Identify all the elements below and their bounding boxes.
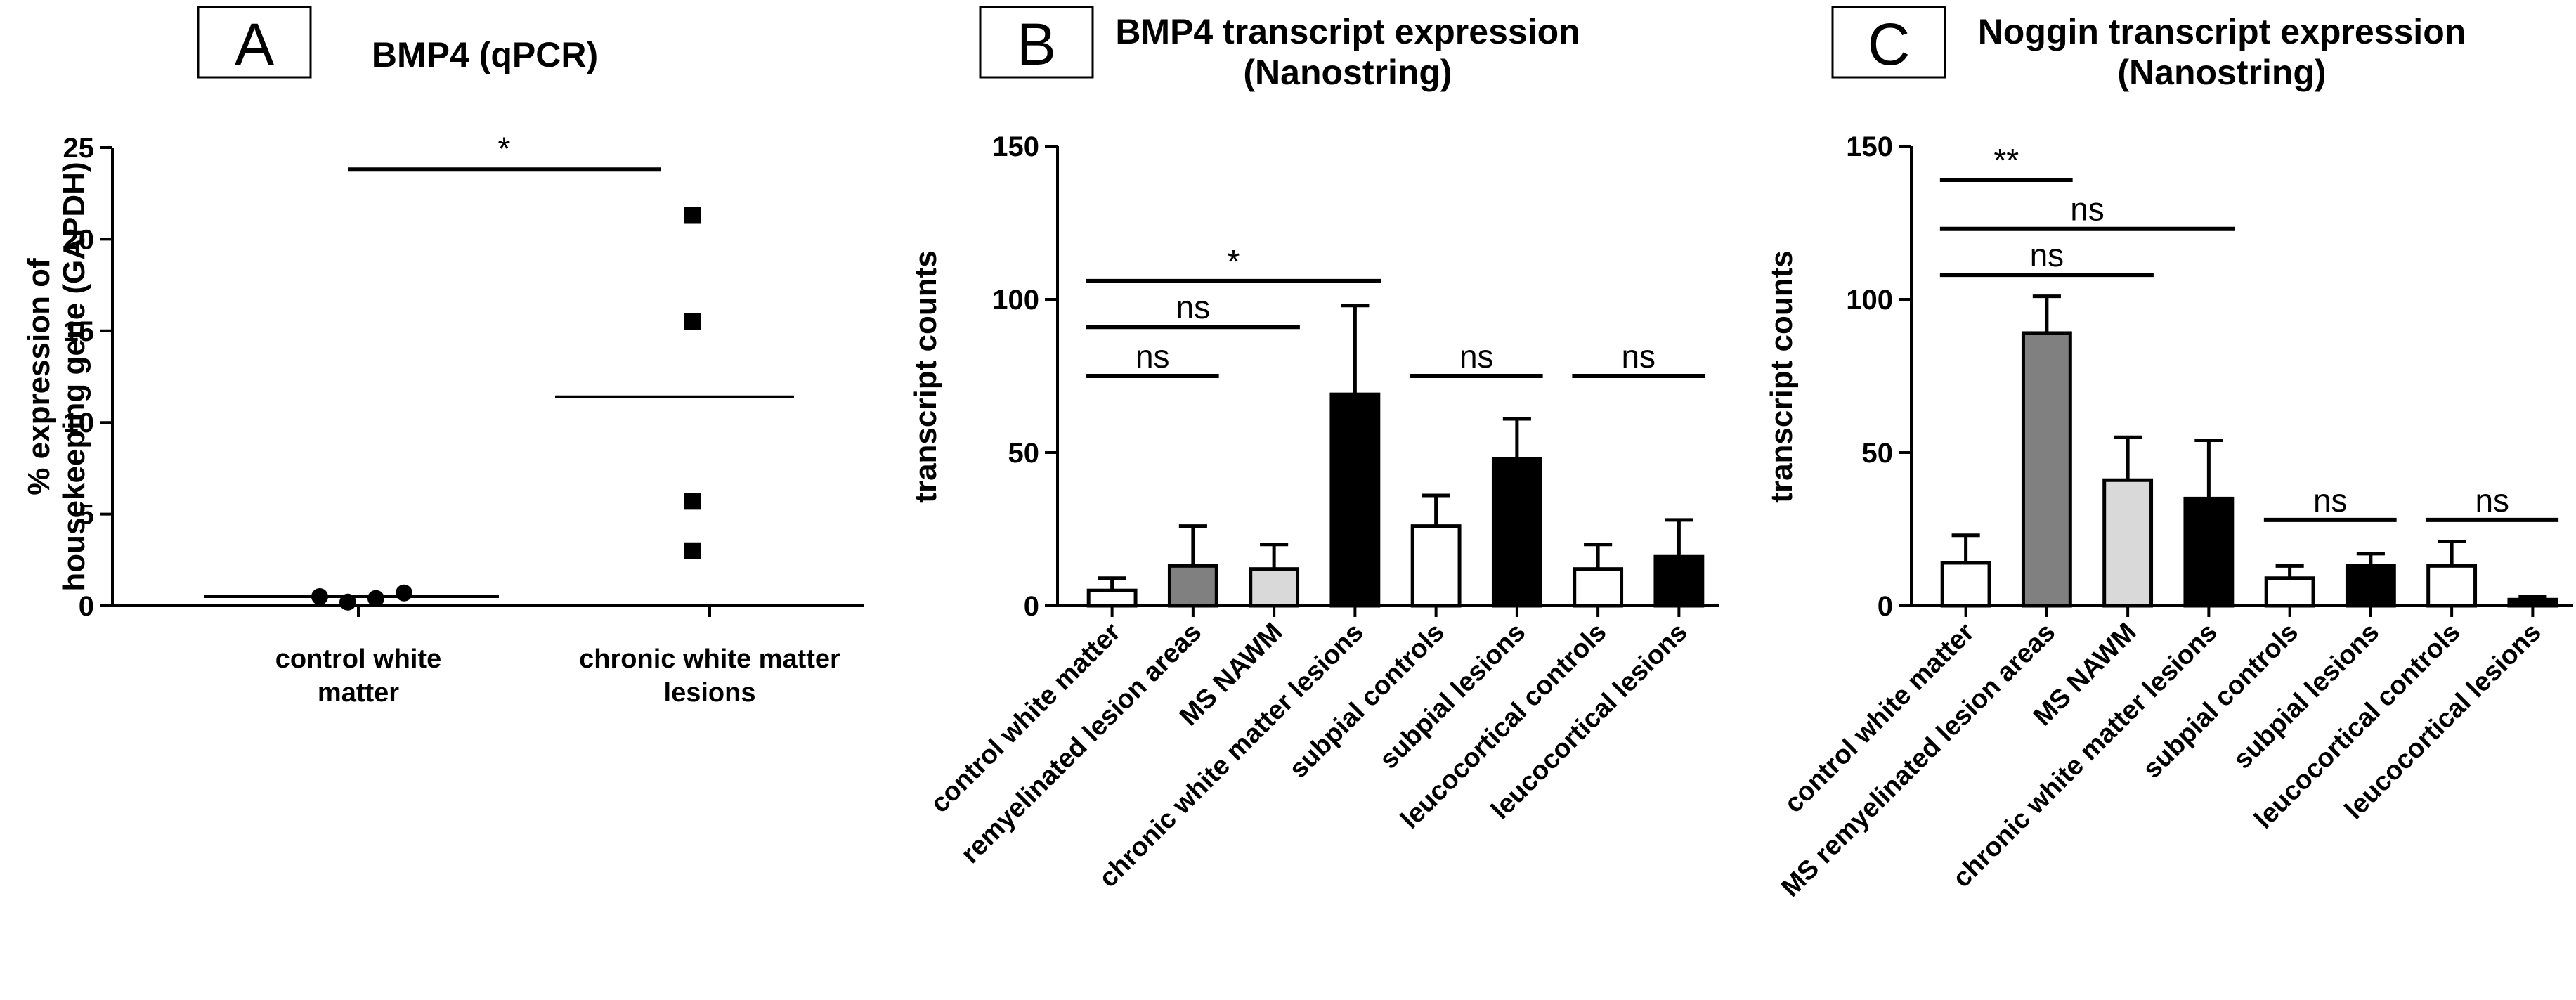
significance-label: ns	[2030, 237, 2064, 273]
bar	[2507, 597, 2558, 608]
significance-label: ns	[1136, 338, 1170, 375]
panel-a-label: A	[235, 11, 274, 77]
significance-label: ns	[2070, 191, 2105, 228]
x-category-label: subpial controls	[1284, 618, 1450, 784]
y-tick-label: 15	[63, 316, 95, 347]
bar	[1329, 392, 1381, 608]
chart-title: Noggin transcript expression (Nanostring)	[1978, 12, 2466, 92]
chart-title-line: BMP4 (qPCR)	[372, 35, 598, 74]
bar	[1940, 561, 1991, 608]
panel-c: C Noggin transcript expression (Nanostring…	[1764, 6, 2573, 903]
y-tick-label: 20	[63, 224, 95, 255]
y-tick-label: 5	[79, 500, 94, 531]
chart-title: BMP4 (qPCR)	[372, 35, 598, 74]
significance-label: ns	[2475, 482, 2509, 519]
y-axis-label-line: housekeeping gene (GAPDH)	[57, 162, 91, 591]
x-category-label: subpial controls	[2138, 618, 2304, 784]
data-point	[311, 587, 328, 605]
data-point	[396, 584, 412, 602]
significance-label: ns	[1459, 338, 1494, 375]
y-tick-label: 150	[1846, 131, 1893, 162]
bar	[1167, 564, 1218, 608]
y-tick-label: 25	[63, 133, 95, 164]
x-category-label: subpial lesions	[1374, 618, 1531, 775]
y-axis-label: transcript counts	[1764, 250, 1799, 502]
data-point	[367, 590, 384, 607]
chart-title-line: (Nanostring)	[1243, 53, 1452, 92]
significance-label: *	[498, 130, 511, 167]
x-category-label: chronic white matter lesions	[579, 644, 840, 708]
x-category-label-line: matter	[318, 678, 399, 708]
y-tick-label: 150	[992, 131, 1039, 162]
bar	[2264, 576, 2315, 608]
panel-c-label: C	[1868, 11, 1911, 77]
data-point	[684, 313, 701, 330]
chart-title-line: BMP4 transcript expression	[1115, 12, 1580, 51]
y-tick-label: 0	[79, 591, 94, 622]
bar	[2426, 564, 2478, 608]
bar	[1491, 457, 1542, 608]
y-axis-label-line: transcript counts	[1764, 250, 1799, 502]
chart-title: BMP4 transcript expression (Nanostring)	[1115, 12, 1580, 92]
y-tick-label: 100	[1846, 285, 1893, 316]
y-tick-label: 50	[1862, 438, 1894, 469]
y-axis-label: % expression ofhousekeeping gene (GAPDH)	[22, 162, 91, 591]
panel-c-label-box	[1831, 6, 1946, 79]
data-point	[339, 593, 356, 611]
data-point	[684, 207, 701, 224]
chart-title-line: (Nanostring)	[2117, 53, 2326, 92]
data-point	[684, 493, 701, 510]
y-axis-label: transcript counts	[909, 250, 943, 502]
bar	[1573, 567, 1624, 608]
x-category-label-line: lesions	[664, 678, 756, 708]
y-axis-label-line: transcript counts	[909, 250, 943, 502]
bar	[1249, 567, 1300, 608]
panel-b-label-box	[979, 6, 1094, 79]
y-tick-label: 0	[1024, 591, 1039, 622]
significance-label: **	[1993, 142, 2019, 178]
bar	[1410, 524, 1462, 608]
significance-label: *	[1228, 243, 1240, 280]
bar	[2345, 564, 2396, 608]
panel-b-label: B	[1017, 11, 1056, 77]
bar	[1086, 588, 1138, 608]
x-category-label-line: chronic white matter	[579, 644, 840, 674]
x-category-label: control white matter	[275, 644, 441, 708]
y-tick-label: 10	[63, 408, 95, 439]
y-axis-label-line: % expression of	[22, 258, 56, 495]
chart-title-line: Noggin transcript expression	[1978, 12, 2466, 51]
bar	[2021, 331, 2072, 608]
panel-b: B BMP4 transcript expression (Nanostring) 0…	[909, 6, 1719, 893]
bar	[2183, 496, 2235, 608]
bar	[1653, 554, 1705, 608]
y-tick-label: 50	[1008, 438, 1040, 469]
data-point	[684, 542, 701, 559]
panel-a-label-box	[197, 6, 312, 79]
x-category-label-line: control white	[275, 644, 441, 674]
bar	[2102, 478, 2154, 608]
significance-label: ns	[1621, 338, 1655, 375]
y-tick-label: 100	[992, 285, 1039, 316]
x-category-label: subpial lesions	[2227, 618, 2385, 775]
y-tick-label: 0	[1878, 591, 1893, 622]
significance-label: ns	[2313, 482, 2348, 519]
significance-label: ns	[1176, 289, 1211, 325]
